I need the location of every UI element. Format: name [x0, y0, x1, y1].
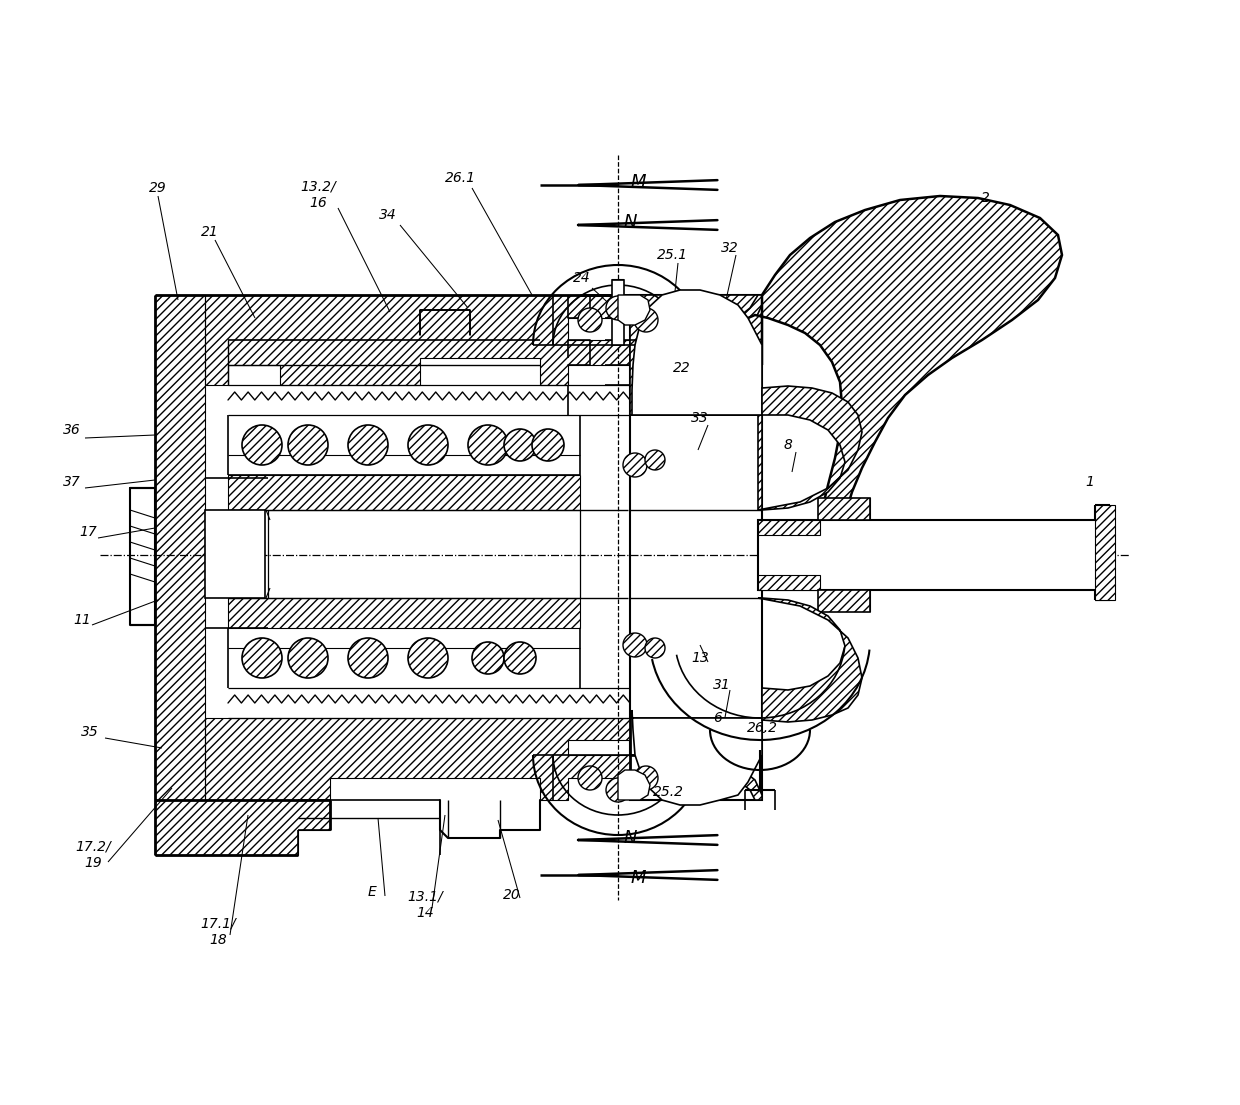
Polygon shape [155, 718, 630, 800]
Polygon shape [618, 770, 650, 800]
Text: 34: 34 [379, 208, 397, 222]
Text: 17.1/
18: 17.1/ 18 [200, 917, 236, 947]
Text: N: N [624, 213, 637, 231]
Polygon shape [746, 196, 1061, 565]
Text: N: N [624, 829, 637, 848]
Circle shape [634, 308, 658, 332]
Text: 17: 17 [79, 525, 97, 539]
Circle shape [606, 296, 630, 320]
Polygon shape [228, 598, 580, 628]
Polygon shape [758, 520, 820, 535]
Circle shape [408, 638, 448, 678]
Text: 8: 8 [784, 438, 792, 452]
Circle shape [288, 425, 329, 465]
Polygon shape [618, 295, 650, 325]
Circle shape [348, 638, 388, 678]
Text: 31: 31 [713, 678, 730, 692]
Polygon shape [630, 295, 763, 345]
Text: M: M [630, 173, 646, 191]
Polygon shape [758, 520, 1100, 590]
Text: 13: 13 [691, 651, 709, 665]
Circle shape [622, 633, 647, 657]
Circle shape [645, 450, 665, 470]
Text: 35: 35 [81, 725, 99, 739]
Circle shape [578, 766, 601, 790]
Polygon shape [228, 475, 580, 511]
Circle shape [288, 638, 329, 678]
Polygon shape [818, 590, 870, 612]
Text: 2: 2 [981, 191, 990, 206]
Circle shape [503, 642, 536, 674]
Circle shape [408, 425, 448, 465]
Polygon shape [818, 498, 870, 520]
Polygon shape [155, 295, 630, 385]
Text: 17.2/
19: 17.2/ 19 [76, 840, 110, 870]
Text: 13.2/
16: 13.2/ 16 [300, 180, 336, 210]
Text: 6: 6 [713, 711, 723, 725]
Circle shape [348, 425, 388, 465]
Text: 37: 37 [63, 475, 81, 490]
Text: 25.1: 25.1 [656, 248, 687, 262]
Text: 25.2: 25.2 [652, 785, 683, 799]
Circle shape [578, 308, 601, 332]
Circle shape [634, 766, 658, 790]
Polygon shape [1095, 505, 1115, 600]
Polygon shape [632, 711, 763, 806]
Polygon shape [155, 800, 330, 855]
Polygon shape [630, 755, 763, 800]
Text: 1: 1 [1085, 475, 1095, 490]
Circle shape [242, 638, 281, 678]
Text: E: E [367, 885, 377, 899]
Circle shape [606, 778, 630, 802]
Text: 21: 21 [201, 225, 219, 239]
Polygon shape [630, 295, 763, 511]
Circle shape [467, 425, 508, 465]
Text: 32: 32 [722, 241, 739, 255]
Circle shape [645, 638, 665, 657]
Circle shape [242, 425, 281, 465]
Text: 26.2: 26.2 [746, 720, 777, 735]
Text: M: M [630, 869, 646, 887]
Circle shape [503, 429, 536, 461]
Polygon shape [155, 295, 205, 855]
Text: 20: 20 [503, 888, 521, 902]
Text: 29: 29 [149, 181, 167, 194]
Polygon shape [632, 290, 763, 415]
Circle shape [622, 453, 647, 477]
Text: 24: 24 [573, 271, 591, 285]
Text: 11: 11 [73, 613, 91, 627]
Text: 26.1: 26.1 [444, 171, 475, 185]
Text: 22: 22 [673, 361, 691, 375]
Text: 13.1/
14: 13.1/ 14 [407, 890, 443, 920]
Circle shape [532, 429, 564, 461]
Text: 33: 33 [691, 411, 709, 425]
Circle shape [472, 642, 503, 674]
Polygon shape [758, 575, 820, 590]
Polygon shape [758, 598, 862, 722]
Bar [205, 511, 265, 598]
Polygon shape [758, 386, 862, 511]
Bar [613, 280, 624, 345]
Polygon shape [630, 295, 763, 800]
Text: 36: 36 [63, 423, 81, 436]
